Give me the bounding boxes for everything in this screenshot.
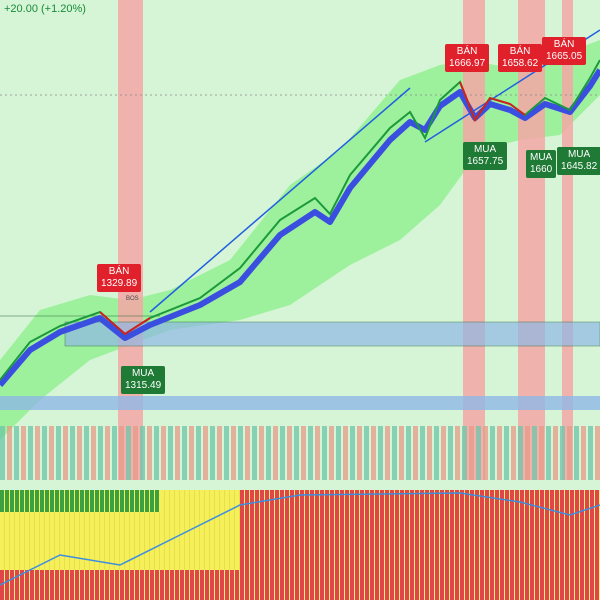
signal-price: 1329.89 xyxy=(101,278,138,289)
trend-line xyxy=(149,87,411,313)
signal-side: BÁN xyxy=(509,46,531,57)
signal-price: 1315.49 xyxy=(125,380,162,391)
buy-signal[interactable]: MUA 1315.49 xyxy=(121,366,166,394)
signal-price: 1645.82 xyxy=(561,161,598,172)
sell-signal[interactable]: BÁN 1658.62 xyxy=(498,44,543,72)
signal-side: BÁN xyxy=(553,39,575,50)
signal-side: MUA xyxy=(530,152,553,163)
buy-signal[interactable]: MUA 1657.75 xyxy=(463,142,508,170)
signal-price: 1665.05 xyxy=(546,51,583,62)
cloud-band xyxy=(0,40,600,440)
signal-side: BÁN xyxy=(108,266,130,277)
signal-line xyxy=(0,492,600,586)
signal-price: 1658.62 xyxy=(502,58,539,69)
bos-marker: BOS xyxy=(126,296,139,302)
price-line xyxy=(99,311,151,336)
signal-price: 1666.97 xyxy=(449,58,486,69)
ma-ribbon xyxy=(0,68,600,387)
volume-bars xyxy=(0,360,600,480)
price-line xyxy=(459,81,526,123)
signal-side: MUA xyxy=(567,149,591,160)
sell-signal[interactable]: BÁN 1329.89 xyxy=(97,264,142,292)
price-change: +20.00 (+1.20%) xyxy=(4,3,86,15)
signal-side: MUA xyxy=(473,144,497,155)
buy-signal[interactable]: MUA 1645.82 xyxy=(557,147,600,175)
signal-side: BÁN xyxy=(456,46,478,57)
signal-price: 1660 xyxy=(530,164,553,175)
oscillator xyxy=(0,490,160,512)
buy-signal[interactable]: MUA 1660 xyxy=(526,150,557,178)
oscillator-line xyxy=(0,492,600,586)
signal-side: MUA xyxy=(131,368,155,379)
signal-price: 1657.75 xyxy=(467,156,504,167)
sell-signal[interactable]: BÁN 1665.05 xyxy=(542,37,587,65)
sell-zone xyxy=(562,0,573,480)
sell-signal[interactable]: BÁN 1666.97 xyxy=(445,44,490,72)
